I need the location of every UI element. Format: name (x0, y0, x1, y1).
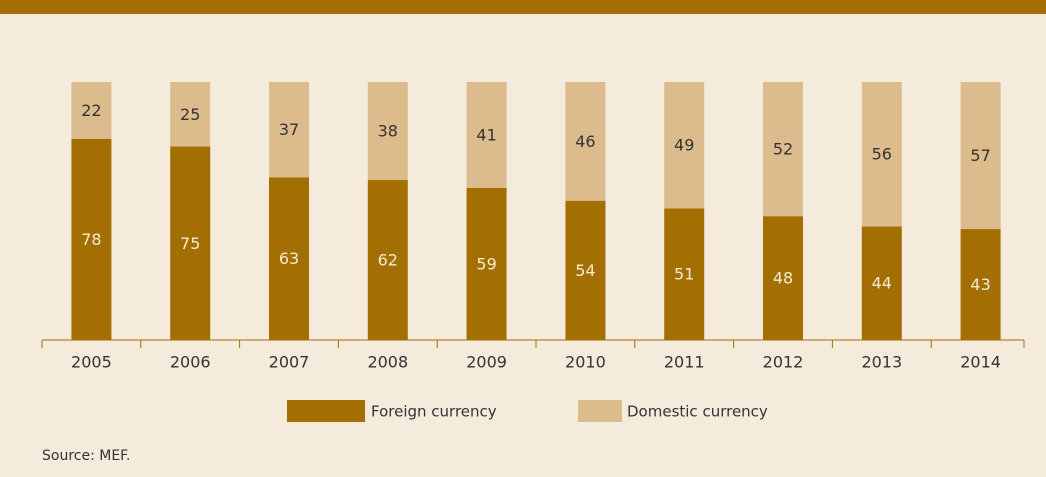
value-label: 52 (773, 140, 793, 159)
value-label: 37 (279, 120, 299, 139)
value-label: 56 (872, 145, 892, 164)
value-label: 63 (279, 249, 299, 268)
value-label: 75 (180, 234, 200, 253)
x-tick-label: 2011 (664, 353, 705, 372)
legend-label: Foreign currency (371, 403, 497, 421)
x-tick-label: 2009 (466, 353, 507, 372)
value-label: 48 (773, 269, 793, 288)
x-tick-label: 2013 (861, 353, 902, 372)
legend-label: Domestic currency (627, 403, 768, 421)
bar-segment (71, 82, 112, 139)
bar-segment (664, 82, 705, 209)
x-tick-label: 2014 (960, 353, 1001, 372)
bar-segment (269, 177, 309, 340)
bar-segment (71, 138, 112, 340)
value-label: 44 (872, 274, 892, 293)
bar-segment (170, 146, 211, 340)
bar-segment (960, 229, 1001, 340)
value-label: 54 (575, 261, 595, 280)
x-tick-label: 2006 (170, 353, 211, 372)
value-label: 25 (180, 105, 200, 124)
bar-segment (565, 200, 606, 340)
x-tick-label: 2007 (269, 353, 310, 372)
value-label: 49 (674, 136, 694, 155)
x-tick-label: 2010 (565, 353, 606, 372)
x-tick-label: 2005 (71, 353, 112, 372)
bar-segment (565, 82, 606, 201)
x-tick-label: 2012 (763, 353, 804, 372)
bar-segment (861, 82, 902, 227)
value-label: 51 (674, 265, 694, 284)
value-label: 59 (476, 254, 496, 273)
bar-segment (367, 82, 408, 181)
top-band (0, 0, 1046, 14)
bar-segment (466, 187, 507, 340)
value-label: 22 (81, 101, 101, 120)
bar-segment (960, 82, 1001, 230)
value-label: 43 (970, 275, 990, 294)
bar-segment (664, 208, 705, 340)
bar-segment (367, 180, 408, 340)
x-tick-label: 2008 (367, 353, 408, 372)
bar-segment (466, 82, 507, 188)
value-label: 46 (575, 132, 595, 151)
bar-segment (763, 82, 803, 217)
source-note: Source: MEF. (42, 448, 130, 464)
value-label: 78 (81, 230, 101, 249)
bar-segment (763, 216, 803, 340)
legend-swatch (287, 400, 365, 422)
value-label: 38 (378, 122, 398, 141)
bar-segment (170, 82, 211, 147)
legend-swatch (578, 400, 622, 422)
value-label: 62 (378, 251, 398, 270)
value-label: 41 (476, 125, 496, 144)
bar-segment (269, 82, 309, 178)
bar-segment (861, 226, 902, 340)
value-label: 57 (970, 146, 990, 165)
